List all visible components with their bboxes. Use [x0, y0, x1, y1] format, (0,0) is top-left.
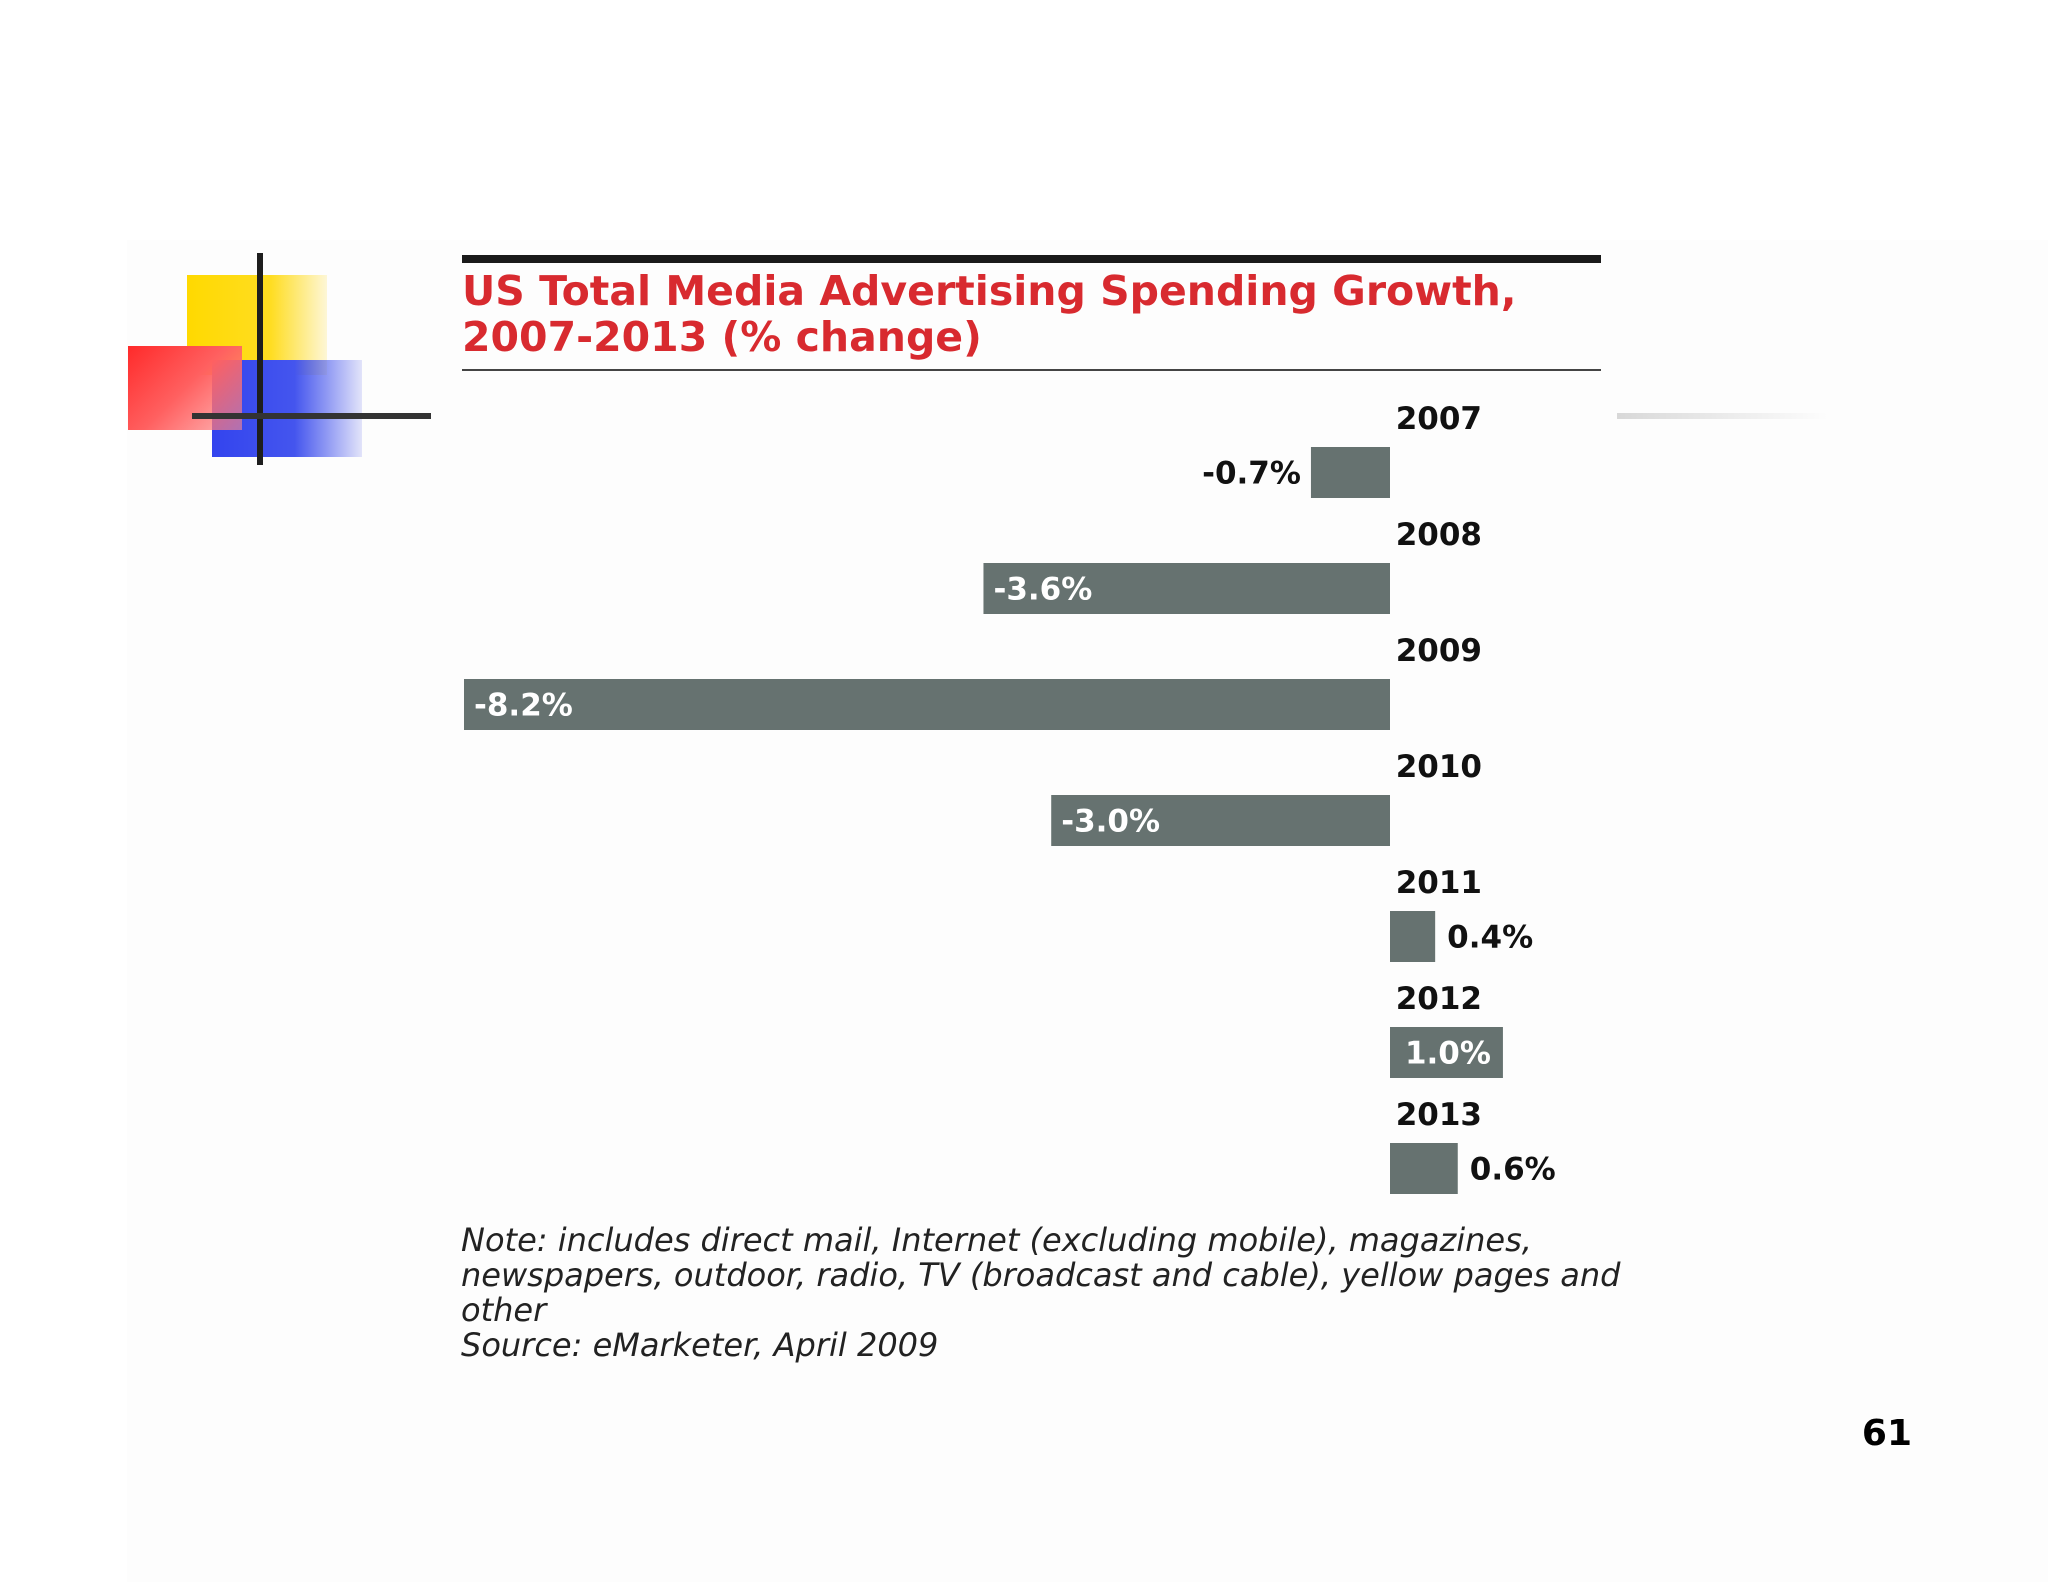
value-label-2010: -3.0% — [1061, 804, 1160, 840]
category-label-2012: 2012 — [1396, 981, 1482, 1017]
note-source: Source: eMarketer, April 2009 — [461, 1326, 939, 1364]
bar-2007 — [1310, 447, 1390, 498]
value-label-2013: 0.6% — [1470, 1152, 1556, 1188]
chart-top-rule — [462, 255, 1601, 263]
value-label-2007: -0.7% — [1202, 456, 1301, 492]
decorative-vertical-line — [257, 253, 263, 465]
bar-2010 — [1051, 795, 1390, 846]
value-label-2008: -3.6% — [993, 572, 1092, 608]
category-label-2010: 2010 — [1396, 749, 1482, 785]
chart-title: US Total Media Advertising Spending Grow… — [462, 268, 1601, 360]
value-label-2012: 1.0% — [1405, 1036, 1491, 1072]
category-label-2008: 2008 — [1396, 517, 1482, 553]
note-line-2: newspapers, outdoor, radio, TV (broadcas… — [461, 1256, 1621, 1294]
category-label-2013: 2013 — [1396, 1097, 1482, 1133]
decorative-fade-line — [1617, 413, 1828, 419]
decorative-horizontal-line — [192, 413, 431, 419]
note-line-3: other — [461, 1291, 547, 1329]
bar-2013 — [1390, 1143, 1458, 1194]
page-number: 61 — [1861, 1413, 1912, 1454]
value-label-2009: -8.2% — [474, 688, 573, 724]
chart-title-line-1: US Total Media Advertising Spending Grow… — [462, 267, 1517, 315]
slide-background — [127, 240, 2048, 1582]
chart-title-rule — [462, 369, 1601, 371]
category-label-2009: 2009 — [1396, 633, 1482, 669]
bar-2012 — [1390, 1027, 1503, 1078]
bar-2008 — [983, 563, 1390, 614]
chart-title-line-2: 2007-2013 (% change) — [462, 313, 982, 361]
value-label-2011: 0.4% — [1447, 920, 1533, 956]
bar-2009 — [464, 679, 1390, 730]
category-label-2007: 2007 — [1396, 401, 1482, 437]
bar-2011 — [1390, 911, 1436, 962]
chart-note: Note: includes direct mail, Internet (ex… — [461, 1223, 1621, 1363]
note-line-1: Note: includes direct mail, Internet (ex… — [461, 1221, 1532, 1259]
category-label-2011: 2011 — [1396, 865, 1482, 901]
